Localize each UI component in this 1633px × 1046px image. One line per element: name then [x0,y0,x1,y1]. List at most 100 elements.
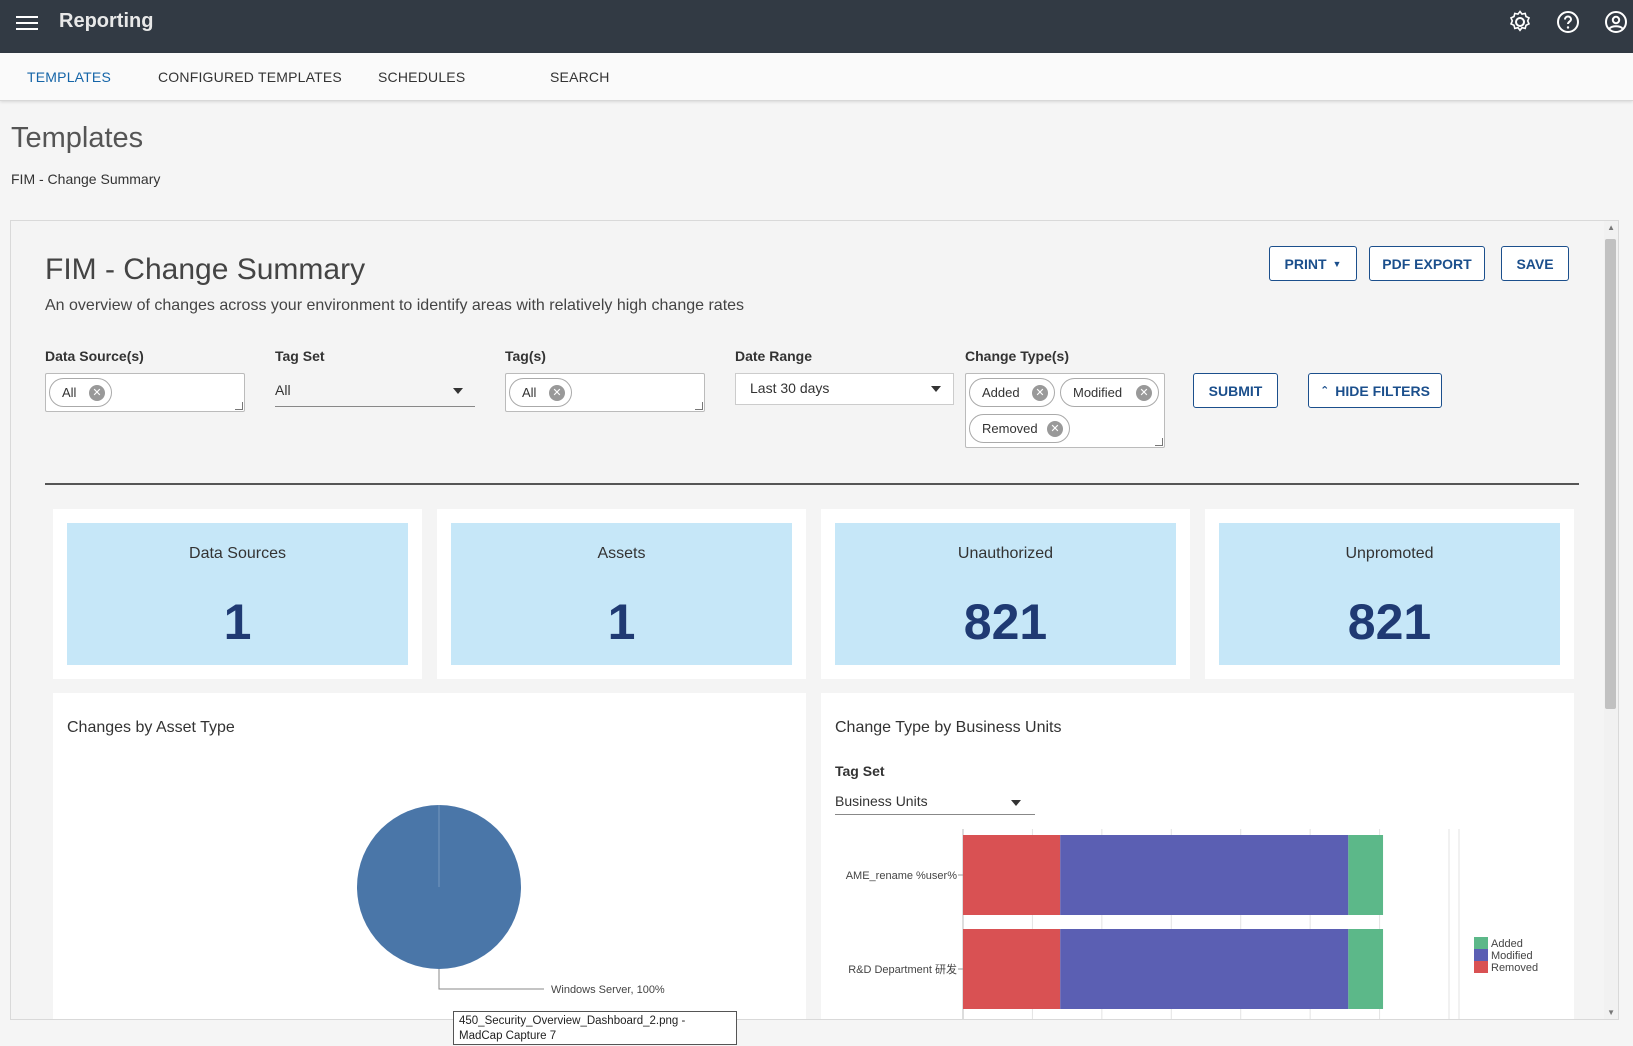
tab-schedules[interactable]: SCHEDULES [378,69,466,85]
account-icon[interactable] [1604,10,1628,34]
caret-down-icon [453,388,463,394]
report-title: FIM - Change Summary [45,253,366,286]
pdf-export-button[interactable]: PDF EXPORT [1369,246,1485,281]
tab-templates[interactable]: TEMPLATES [27,69,112,85]
scrollbar-thumb[interactable] [1605,239,1616,709]
pie-slice[interactable] [357,805,521,969]
kpi-unauthorized: Unauthorized 821 [821,509,1190,679]
asset-type-card: Changes by Asset Type Windows Server, 10… [53,693,806,1019]
report-description: An overview of changes across your envir… [45,297,745,314]
remove-chip-icon[interactable]: ✕ [549,385,565,401]
pie-slice-label: Windows Server, 100% [551,984,665,996]
chip-label: Modified [1073,385,1123,400]
kpi-tile: Data Sources 1 [67,523,408,665]
caret-down-icon [1011,800,1021,806]
stacked-bar-chart: AME_rename %user% R&D Department 研发 AddedM… [846,829,1538,1019]
change-types-input[interactable]: Added ✕ Modified ✕ Removed ✕ [965,373,1165,448]
remove-chip-icon[interactable]: ✕ [1047,421,1063,437]
tag-set-value: All [275,382,291,398]
scrollbar[interactable]: ▲ ▼ [1604,221,1618,1019]
app-bar: Reporting [0,0,1633,53]
resize-handle[interactable] [695,402,703,410]
bar-segment-modified[interactable] [1060,835,1349,915]
legend-label: Modified [1491,950,1533,962]
bar-segment-removed[interactable] [963,929,1061,1009]
legend-label: Removed [1491,962,1538,974]
business-units-card: Change Type by Business Units Tag Set Bu… [821,693,1574,1019]
kpi-value: 821 [963,594,1048,650]
app-title: Reporting [59,10,154,32]
change-types-label: Change Type(s) [965,348,1069,364]
chip-all: All ✕ [509,378,572,407]
gear-icon[interactable] [1508,10,1532,34]
kpi-tile: Assets 1 [451,523,792,665]
kpi-assets: Assets 1 [437,509,806,679]
date-range-label: Date Range [735,348,813,364]
chip-removed: Removed ✕ [969,414,1070,443]
pie-chart: Windows Server, 100% [357,805,665,996]
print-button[interactable]: PRINT ▼ [1269,246,1357,281]
bu-tag-set-value: Business Units [835,793,928,809]
save-button[interactable]: SAVE [1501,246,1569,281]
kpi-value: 1 [223,594,252,650]
page-title: Templates [11,122,144,154]
kpi-value: 1 [607,594,636,650]
kpi-label: Unpromoted [1345,545,1434,562]
kpi-value: 821 [1347,594,1432,650]
bar-segment-removed[interactable] [963,835,1061,915]
tab-configured-templates[interactable]: CONFIGURED TEMPLATES [158,69,342,85]
remove-chip-icon[interactable]: ✕ [1136,385,1152,401]
bu-tag-set-label: Tag Set [835,763,885,779]
remove-chip-icon[interactable]: ✕ [1032,385,1048,401]
hide-filters-label: HIDE FILTERS [1335,382,1430,399]
remove-chip-icon[interactable]: ✕ [89,385,105,401]
bar-segment-added[interactable] [1348,835,1384,915]
legend-swatch [1474,937,1488,949]
divider [45,483,1579,485]
kpi-label: Assets [597,545,646,562]
chip-label: Added [982,385,1020,400]
tags-label: Tag(s) [505,348,546,364]
data-sources-label: Data Source(s) [45,348,144,364]
tag-set-select[interactable]: All [275,372,475,407]
kpi-label: Data Sources [189,545,286,562]
chip-modified: Modified ✕ [1060,378,1159,407]
bar-segment-added[interactable] [1348,929,1384,1009]
legend-swatch [1474,949,1488,961]
print-label: PRINT [1284,255,1327,272]
date-range-select[interactable]: Last 30 days [735,373,954,405]
report-panel: ▲ ▼ FIM - Change Summary An overview of … [10,220,1619,1020]
kpi-tile: Unpromoted 821 [1219,523,1560,665]
bar-segment-modified[interactable] [1060,929,1349,1009]
tab-search[interactable]: SEARCH [550,69,610,85]
date-range-value: Last 30 days [750,380,830,396]
breadcrumb[interactable]: FIM - Change Summary [11,171,161,187]
kpi-tile: Unauthorized 821 [835,523,1176,665]
scroll-up-icon[interactable]: ▲ [1607,223,1615,232]
legend-label: Added [1491,938,1523,950]
kpi-data-sources: Data Sources 1 [53,509,422,679]
pie-label-leader [438,969,544,990]
tags-input[interactable]: All ✕ [505,373,705,412]
tooltip: 450_Security_Overview_Dashboard_2.png - … [453,1011,737,1045]
chip-label: All [62,385,77,400]
resize-handle[interactable] [1155,438,1163,446]
y-tick-label: R&D Department 研发 [848,962,957,976]
card-title: Change Type by Business Units [835,719,1062,736]
caret-down-icon [931,386,941,392]
hide-filters-button[interactable]: ⌃ HIDE FILTERS [1308,373,1442,408]
help-icon[interactable] [1556,10,1580,34]
tag-set-label: Tag Set [275,348,325,364]
chip-label: All [522,385,537,400]
legend-swatch [1474,961,1488,973]
submit-button[interactable]: SUBMIT [1193,373,1278,408]
chevron-up-icon: ⌃ [1320,385,1330,397]
data-sources-input[interactable]: All ✕ [45,373,245,412]
kpi-label: Unauthorized [957,545,1054,562]
scroll-down-icon[interactable]: ▼ [1607,1008,1615,1017]
menu-icon[interactable] [16,12,38,34]
resize-handle[interactable] [235,402,243,410]
y-tick-label: AME_rename %user% [846,870,957,882]
chip-added: Added ✕ [969,378,1055,407]
bu-tag-set-select[interactable]: Business Units [835,785,1035,815]
